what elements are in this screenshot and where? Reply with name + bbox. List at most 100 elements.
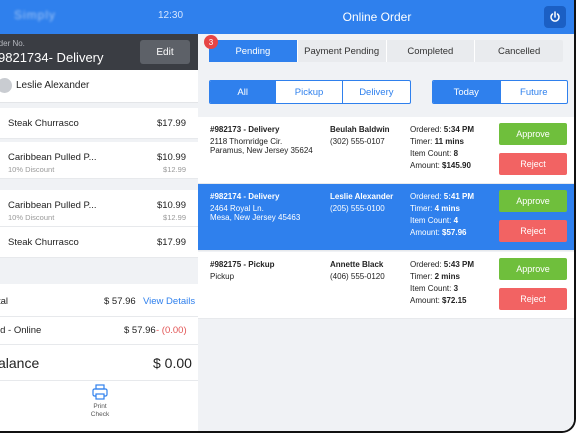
item-name: Caribbean Pulled P... <box>8 200 97 211</box>
item-discount: 10% Discount <box>8 165 55 174</box>
date-filter: Today Future <box>432 80 568 104</box>
tab-payment-pending[interactable]: Payment Pending <box>298 40 387 62</box>
order-address-line2: Mesa, New Jersey 45463 <box>210 213 301 222</box>
ordered-label: Ordered: <box>410 192 444 201</box>
approve-button[interactable]: Approve <box>499 190 567 212</box>
approve-button[interactable]: Approve <box>499 123 567 145</box>
view-details-link[interactable]: View Details <box>143 296 196 307</box>
order-address-line2: Paramus, New Jersey 35624 <box>210 146 313 155</box>
page-title: Online Order <box>342 10 412 24</box>
order-address-line1: 2118 Thornridge Cir. <box>210 137 283 146</box>
paid-change: - (0.00) <box>156 325 187 336</box>
order-address-line1: Pickup <box>210 272 235 281</box>
total-label: tal <box>0 296 9 307</box>
status-tabs: Pending Payment Pending Completed Cancel… <box>209 40 563 62</box>
list-item[interactable]: Steak Churrasco $17.99 <box>0 227 198 258</box>
item-count-label: Item Count: <box>410 284 454 293</box>
power-button[interactable] <box>544 6 566 28</box>
order-customer: Leslie Alexander <box>330 192 394 201</box>
avatar <box>0 78 12 93</box>
timer-value: 4 mins <box>434 204 460 213</box>
order-row-selected[interactable]: #982174 - Delivery 2464 Royal Ln. Mesa, … <box>198 184 574 251</box>
item-name: Steak Churrasco <box>8 118 79 129</box>
reject-button[interactable]: Reject <box>499 220 567 242</box>
tab-pending[interactable]: Pending <box>209 40 298 62</box>
balance-value: $ 0.00 <box>153 355 192 371</box>
amount-label: Amount: <box>410 228 443 237</box>
item-count: 3 <box>453 284 459 293</box>
item-discount: 10% Discount <box>8 213 55 222</box>
item-price: $10.99 <box>156 152 186 163</box>
tab-cancelled[interactable]: Cancelled <box>498 45 541 57</box>
ordered-time: 5:43 PM <box>443 260 475 269</box>
filter-today[interactable]: Today <box>433 81 501 103</box>
totals-section: tal $ 57.96 View Details id - Online $ 5… <box>0 284 198 431</box>
timer-label: Timer: <box>410 272 435 281</box>
order-phone: (205) 555-0100 <box>330 204 385 213</box>
amount-label: Amount: <box>410 296 443 305</box>
tab-label: Pending <box>235 45 271 57</box>
type-filter: All Pickup Delivery <box>209 80 411 104</box>
customer-row[interactable]: Leslie Alexander <box>0 70 198 103</box>
tab-completed[interactable]: Completed <box>387 40 476 62</box>
ordered-time: 5:34 PM <box>443 125 475 134</box>
item-price: $17.99 <box>156 118 186 129</box>
print-check-button[interactable]: Print Check <box>80 384 120 419</box>
power-icon <box>550 11 560 22</box>
item-price: $17.99 <box>156 237 186 248</box>
pending-count-badge: 3 <box>204 35 218 49</box>
timer-label: Timer: <box>410 137 435 146</box>
ordered-label: Ordered: <box>410 260 444 269</box>
order-address-line1: 2464 Royal Ln. <box>210 204 264 213</box>
total-value: $ 57.96 <box>104 296 136 307</box>
order-number-label: rder No. <box>0 39 25 48</box>
orders-panel: Pending Payment Pending Completed Cancel… <box>198 34 574 431</box>
list-item[interactable]: Steak Churrasco $17.99 <box>0 108 198 139</box>
filter-delivery[interactable]: Delivery <box>359 86 394 98</box>
balance-label: alance <box>0 355 40 371</box>
timer-label: Timer: <box>410 204 435 213</box>
item-name: Caribbean Pulled P... <box>8 152 97 163</box>
amount-value: $145.90 <box>442 161 471 170</box>
order-row[interactable]: #982173 - Delivery 2118 Thornridge Cir. … <box>198 117 574 184</box>
ordered-time: 5:41 PM <box>443 192 475 201</box>
item-price: $10.99 <box>156 200 186 211</box>
order-detail-panel: rder No. 9821734- Delivery Edit Leslie A… <box>0 34 198 431</box>
approve-button[interactable]: Approve <box>499 258 567 280</box>
print-label-2: Check <box>90 411 110 418</box>
clock: 12:30 <box>158 10 184 21</box>
order-customer: Beulah Baldwin <box>330 125 390 134</box>
filter-all[interactable]: All <box>210 81 277 103</box>
paid-value: $ 57.96 <box>124 325 156 336</box>
paid-label: id - Online <box>0 325 42 336</box>
top-bar: Simply 12:30 Online Order <box>0 0 574 34</box>
total-row: tal $ 57.96 View Details <box>0 284 198 317</box>
order-row[interactable]: #982175 - Pickup Pickup Annette Black (4… <box>198 252 574 319</box>
timer-value: 2 mins <box>434 272 460 281</box>
customer-name: Leslie Alexander <box>16 80 90 91</box>
item-name: Steak Churrasco <box>8 237 79 248</box>
printer-icon <box>92 384 108 400</box>
ordered-label: Ordered: <box>410 125 444 134</box>
edit-button[interactable]: Edit <box>140 40 190 64</box>
item-count-label: Item Count: <box>410 216 454 225</box>
order-customer: Annette Black <box>330 260 384 269</box>
list-item[interactable]: Caribbean Pulled P... $10.99 10% Discoun… <box>0 190 198 227</box>
timer-value: 11 mins <box>434 137 464 146</box>
item-count: 4 <box>453 216 459 225</box>
order-number: 9821734- Delivery <box>0 50 104 65</box>
reject-button[interactable]: Reject <box>499 288 567 310</box>
item-original-price: $12.99 <box>163 213 186 222</box>
filter-future[interactable]: Future <box>520 86 548 98</box>
reject-button[interactable]: Reject <box>499 153 567 175</box>
paid-row: id - Online $ 57.96 - (0.00) <box>0 316 198 345</box>
order-id: #982174 - Delivery <box>210 192 280 201</box>
app-logo: Simply <box>14 8 57 22</box>
order-id: #982173 - Delivery <box>210 125 280 134</box>
amount-value: $57.96 <box>442 228 467 237</box>
order-phone: (406) 555-0120 <box>330 272 385 281</box>
print-label-1: Print <box>93 403 107 410</box>
filter-pickup[interactable]: Pickup <box>276 81 343 103</box>
list-item[interactable]: Caribbean Pulled P... $10.99 10% Discoun… <box>0 142 198 179</box>
